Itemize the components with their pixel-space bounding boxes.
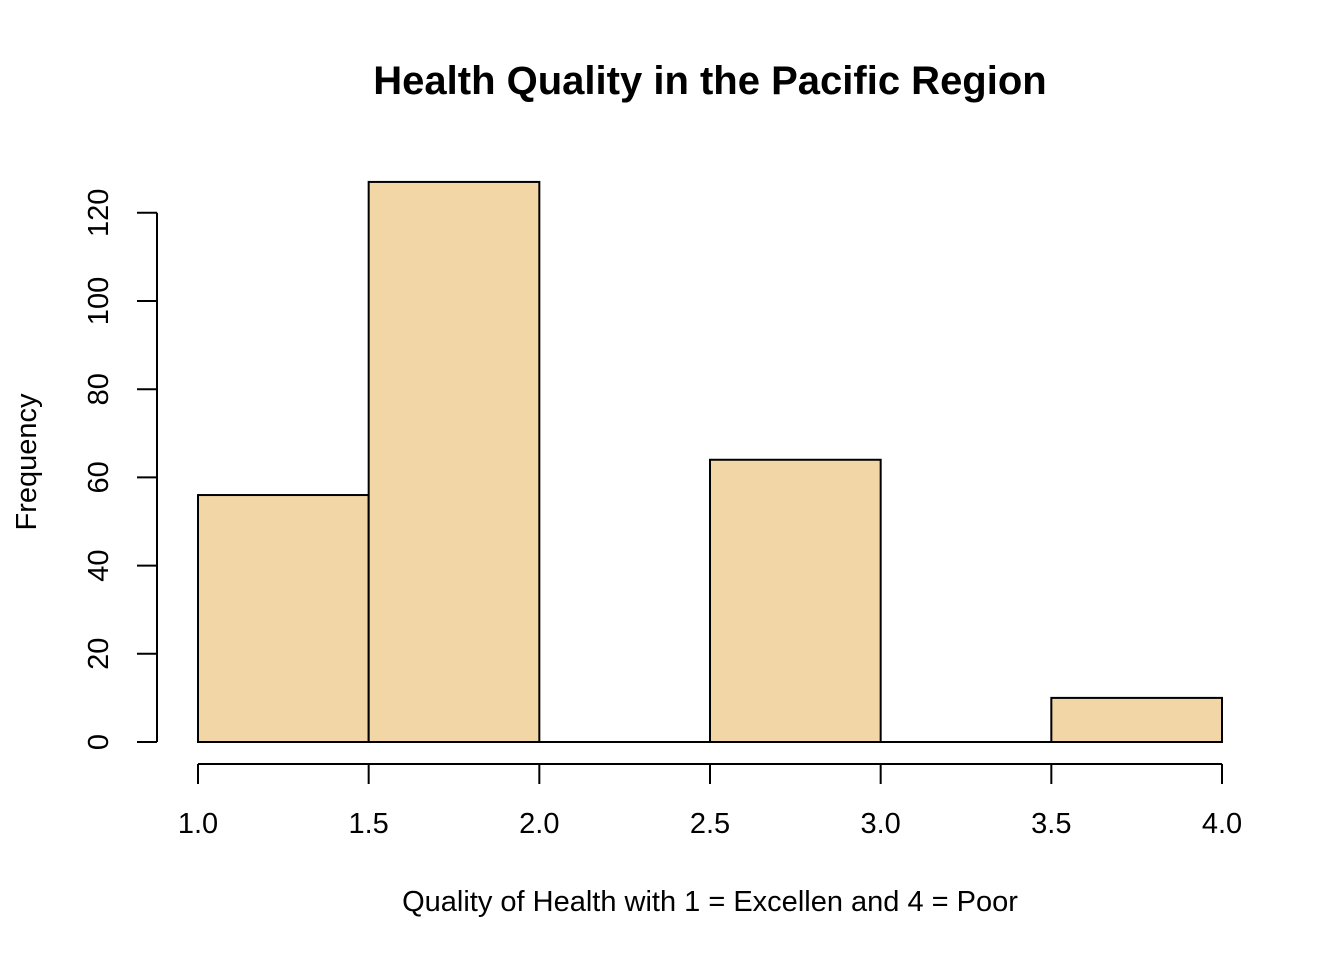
- x-tick-label-0: 1.0: [178, 808, 218, 840]
- y-axis-label: Frequency: [11, 393, 43, 531]
- y-tick-label-3: 60: [83, 461, 115, 493]
- bars-group: [197, 180, 1224, 744]
- x-tick-label-4: 3.0: [861, 808, 901, 840]
- y-tick-label-6: 120: [83, 189, 115, 237]
- y-tick-label-1: 20: [83, 638, 115, 670]
- histogram-bar-5: [1050, 696, 1224, 744]
- x-axis: 1.0 1.5 2.0 2.5 3.0 3.5 4.0: [178, 763, 1242, 840]
- x-tick-label-2: 2.0: [519, 808, 559, 840]
- histogram-bar-3: [709, 458, 882, 743]
- x-axis-label: Quality of Health with 1 = Excellen and …: [402, 886, 1018, 918]
- x-tick-label-1: 1.5: [349, 808, 389, 840]
- y-tick-label-2: 40: [83, 549, 115, 581]
- histogram-bar-0: [197, 494, 370, 744]
- x-tick-label-5: 3.5: [1031, 808, 1071, 840]
- y-tick-label-4: 80: [83, 373, 115, 405]
- y-tick-label-0: 0: [83, 734, 115, 750]
- chart-title: Health Quality in the Pacific Region: [373, 59, 1046, 103]
- y-tick-label-5: 100: [83, 277, 115, 325]
- histogram-bar-1: [367, 180, 541, 743]
- x-tick-label-3: 2.5: [690, 808, 730, 840]
- y-axis: 0 20 40 60 80 100 120: [83, 189, 158, 750]
- x-tick-label-6: 4.0: [1202, 808, 1242, 840]
